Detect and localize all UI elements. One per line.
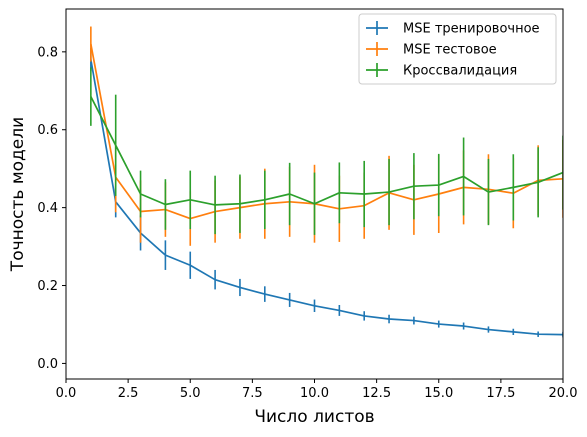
x-tick-label: 20.0 xyxy=(549,386,578,401)
y-tick-label: 0.0 xyxy=(37,357,58,372)
legend: MSE тренировочное MSE тестовое Кроссвалида… xyxy=(358,13,557,85)
x-tick-label: 17.5 xyxy=(486,386,515,401)
y-axis-label: Точность модели xyxy=(8,117,28,272)
legend-label: Кроссвалидация xyxy=(403,64,517,79)
legend-box xyxy=(358,13,557,85)
y-tick-label: 0.8 xyxy=(37,45,58,60)
legend-label: MSE тренировочное xyxy=(403,22,540,37)
x-tick-label: 7.5 xyxy=(242,386,263,401)
series-line xyxy=(90,96,563,206)
y-tick-label: 0.4 xyxy=(37,201,58,216)
series-3 xyxy=(90,67,563,235)
x-tick-label: 5.0 xyxy=(180,386,201,401)
series-line xyxy=(90,59,563,336)
x-tick-label: 0.0 xyxy=(56,386,77,401)
y-axis: 0.0 0.2 0.4 0.6 0.8 xyxy=(37,45,66,372)
x-tick-label: 12.5 xyxy=(362,386,391,401)
x-axis: 0.0 2.5 5.0 7.5 10.0 12.5 15.0 17.5 20.0 xyxy=(56,379,578,401)
x-tick-label: 15.0 xyxy=(424,386,453,401)
x-tick-label: 10.0 xyxy=(300,386,329,401)
x-tick-label: 2.5 xyxy=(118,386,139,401)
y-tick-label: 0.2 xyxy=(37,279,58,294)
x-axis-label: Число листов xyxy=(254,407,374,427)
plot-area xyxy=(90,26,563,338)
y-tick-label: 0.6 xyxy=(37,123,58,138)
legend-label: MSE тестовое xyxy=(403,43,497,58)
